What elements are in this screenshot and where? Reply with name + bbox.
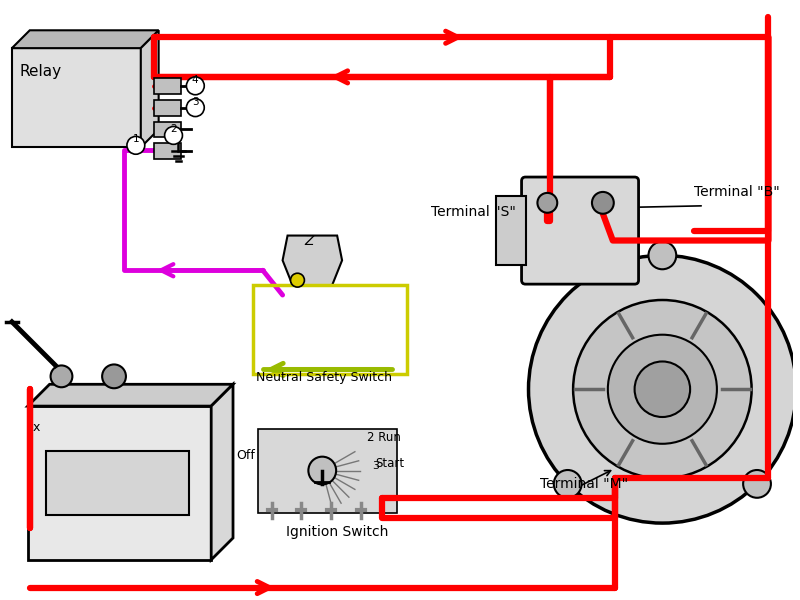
Text: x: x [33, 421, 40, 434]
Text: 4: 4 [192, 75, 198, 85]
Polygon shape [258, 429, 397, 513]
Circle shape [743, 470, 771, 498]
FancyBboxPatch shape [522, 177, 638, 284]
Circle shape [649, 241, 676, 269]
Text: Terminal "M": Terminal "M" [541, 478, 629, 491]
Text: Relay: Relay [20, 64, 62, 79]
Bar [46, 451, 190, 515]
Polygon shape [28, 384, 233, 406]
Polygon shape [282, 236, 342, 285]
Circle shape [308, 457, 336, 484]
Circle shape [634, 361, 690, 417]
Text: Neutral Safety Switch: Neutral Safety Switch [256, 371, 392, 385]
Bar [496, 196, 526, 265]
Circle shape [290, 273, 305, 287]
Text: 2: 2 [170, 124, 177, 134]
Circle shape [127, 136, 145, 154]
Bar [154, 143, 182, 159]
Text: Terminal "S": Terminal "S" [431, 205, 516, 219]
Bar [154, 100, 182, 116]
Circle shape [608, 335, 717, 444]
Polygon shape [141, 30, 158, 147]
Text: 2 Run: 2 Run [367, 431, 401, 444]
Circle shape [50, 365, 72, 387]
Text: Terminal "B": Terminal "B" [694, 185, 780, 199]
Circle shape [592, 192, 614, 214]
Circle shape [573, 300, 752, 478]
Text: 3: 3 [372, 461, 379, 470]
Bar [154, 78, 182, 94]
Circle shape [186, 99, 204, 116]
Text: Ignition Switch: Ignition Switch [286, 525, 388, 539]
Circle shape [186, 77, 204, 95]
Polygon shape [28, 406, 211, 560]
Circle shape [538, 193, 558, 213]
Circle shape [102, 364, 126, 388]
Polygon shape [211, 384, 233, 560]
Polygon shape [12, 48, 141, 147]
Circle shape [165, 127, 182, 145]
Text: Z: Z [305, 235, 314, 248]
Text: 3: 3 [192, 97, 198, 107]
Bar [154, 122, 182, 137]
Circle shape [554, 470, 582, 498]
Text: Start: Start [375, 457, 404, 470]
Circle shape [529, 256, 796, 523]
Text: 1: 1 [132, 134, 139, 145]
Text: Off: Off [236, 449, 255, 461]
Polygon shape [12, 30, 158, 48]
Bar [253, 285, 406, 374]
